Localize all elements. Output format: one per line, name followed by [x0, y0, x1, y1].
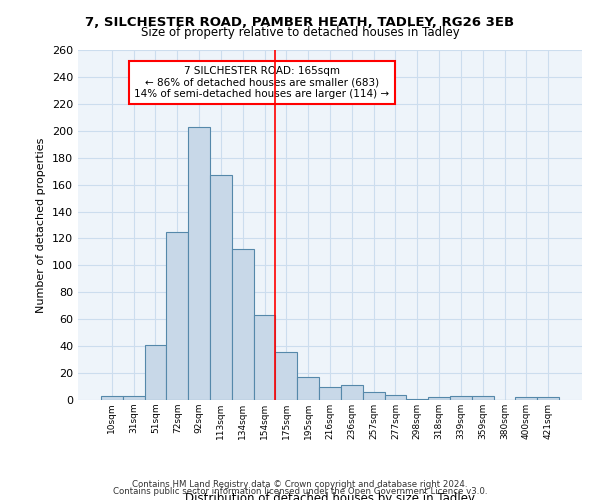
Bar: [210, 175, 232, 400]
Bar: [166, 232, 188, 400]
Bar: [319, 386, 341, 400]
Bar: [515, 398, 537, 400]
Bar: [428, 398, 450, 400]
Bar: [254, 315, 275, 400]
Bar: [232, 249, 254, 400]
Bar: [101, 396, 123, 400]
Bar: [123, 396, 145, 400]
Text: Size of property relative to detached houses in Tadley: Size of property relative to detached ho…: [140, 26, 460, 39]
Text: Contains public sector information licensed under the Open Government Licence v3: Contains public sector information licen…: [113, 487, 487, 496]
Bar: [297, 377, 319, 400]
Bar: [406, 398, 428, 400]
Text: 7, SILCHESTER ROAD, PAMBER HEATH, TADLEY, RG26 3EB: 7, SILCHESTER ROAD, PAMBER HEATH, TADLEY…: [85, 16, 515, 29]
Text: Contains HM Land Registry data © Crown copyright and database right 2024.: Contains HM Land Registry data © Crown c…: [132, 480, 468, 489]
Bar: [363, 392, 385, 400]
Bar: [275, 352, 297, 400]
Text: 7 SILCHESTER ROAD: 165sqm
← 86% of detached houses are smaller (683)
14% of semi: 7 SILCHESTER ROAD: 165sqm ← 86% of detac…: [134, 66, 389, 99]
Bar: [341, 385, 363, 400]
Bar: [385, 394, 406, 400]
Bar: [537, 398, 559, 400]
Bar: [450, 396, 472, 400]
Bar: [145, 345, 166, 400]
X-axis label: Distribution of detached houses by size in Tadley: Distribution of detached houses by size …: [185, 492, 475, 500]
Y-axis label: Number of detached properties: Number of detached properties: [37, 138, 46, 312]
Bar: [188, 126, 210, 400]
Bar: [472, 396, 494, 400]
